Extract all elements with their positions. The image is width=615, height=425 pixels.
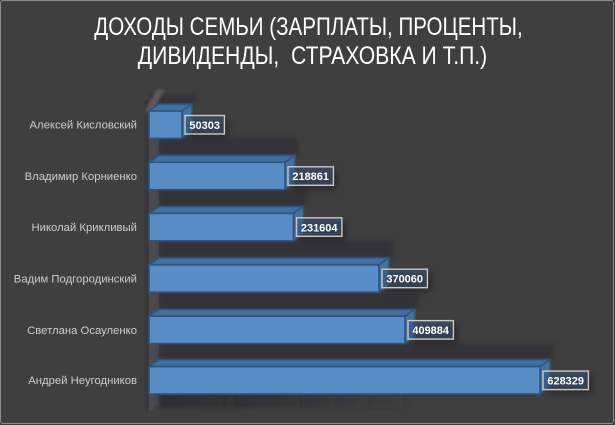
svg-text:Светлана Осауленко: Светлана Осауленко: [27, 325, 137, 337]
svg-text:50303: 50303: [189, 120, 220, 132]
svg-text:Владимир Корниенко: Владимир Корниенко: [25, 171, 137, 183]
svg-text:218861: 218861: [292, 171, 329, 183]
svg-text:409884: 409884: [412, 325, 450, 337]
svg-text:Вадим Подгородинский: Вадим Подгородинский: [14, 273, 137, 285]
svg-text:370060: 370060: [386, 274, 423, 286]
svg-text:231604: 231604: [301, 222, 339, 234]
svg-text:Николай Крикливый: Николай Крикливый: [32, 222, 137, 234]
svg-text:628329: 628329: [547, 376, 584, 388]
svg-text:Андрей Неугодников: Андрей Неугодников: [28, 375, 137, 387]
svg-text:Алексей Кисловский: Алексей Кисловский: [30, 120, 138, 132]
